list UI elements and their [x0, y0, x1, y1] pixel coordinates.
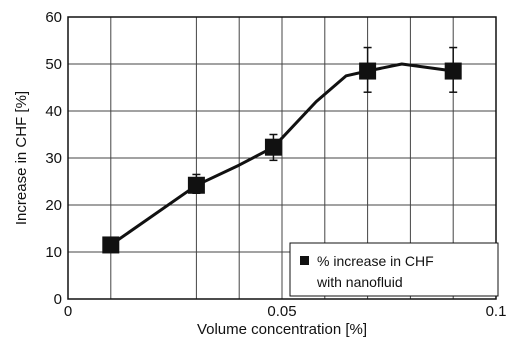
legend-label-line-2: with nanofluid [316, 274, 403, 290]
legend: % increase in CHF with nanofluid [289, 242, 499, 297]
x-tick-label: 0.1 [486, 303, 507, 320]
y-tick-label: 10 [45, 244, 62, 261]
x-tick-label: 0.05 [267, 303, 296, 320]
legend-label-line-1: % increase in CHF [317, 253, 434, 269]
y-tick-label: 30 [45, 150, 62, 167]
data-point [444, 62, 462, 80]
y-tick-label: 0 [54, 291, 62, 308]
legend-marker [300, 256, 309, 265]
y-axis-title: Increase in CHF [%] [13, 91, 30, 225]
data-point [264, 138, 282, 156]
y-tick-label: 20 [45, 197, 62, 214]
x-axis-title: Volume concentration [%] [197, 321, 367, 338]
data-point [359, 62, 377, 80]
y-tick-label: 60 [45, 9, 62, 26]
data-point [102, 236, 120, 254]
plot-frame [67, 16, 497, 300]
series-layer [102, 46, 462, 254]
y-tick-label: 40 [45, 103, 62, 120]
series-line [109, 62, 454, 247]
x-tick-label: 0 [64, 303, 72, 320]
y-tick-label: 50 [45, 56, 62, 73]
legend-box [289, 242, 499, 297]
tick-labels: 0 10 20 30 40 50 60 0 0.05 0.1 [45, 9, 506, 320]
data-point [187, 176, 205, 194]
